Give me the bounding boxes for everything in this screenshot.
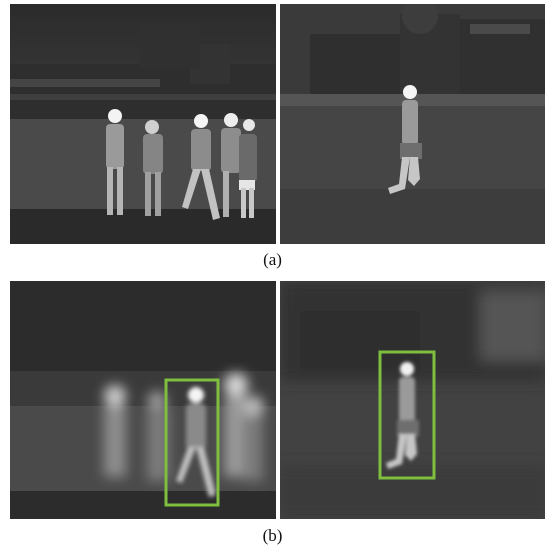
caption-b: (b): [262, 526, 283, 545]
thermal-image-b-left: [10, 281, 276, 519]
tracking-box-b-right: [378, 350, 436, 480]
thermal-image-a-right: [280, 4, 545, 244]
caption-a: (a): [263, 250, 282, 269]
tracking-box-b-left: [164, 378, 220, 507]
thermal-image-b-right: [280, 281, 545, 519]
thermal-image-a-left: [10, 4, 276, 244]
